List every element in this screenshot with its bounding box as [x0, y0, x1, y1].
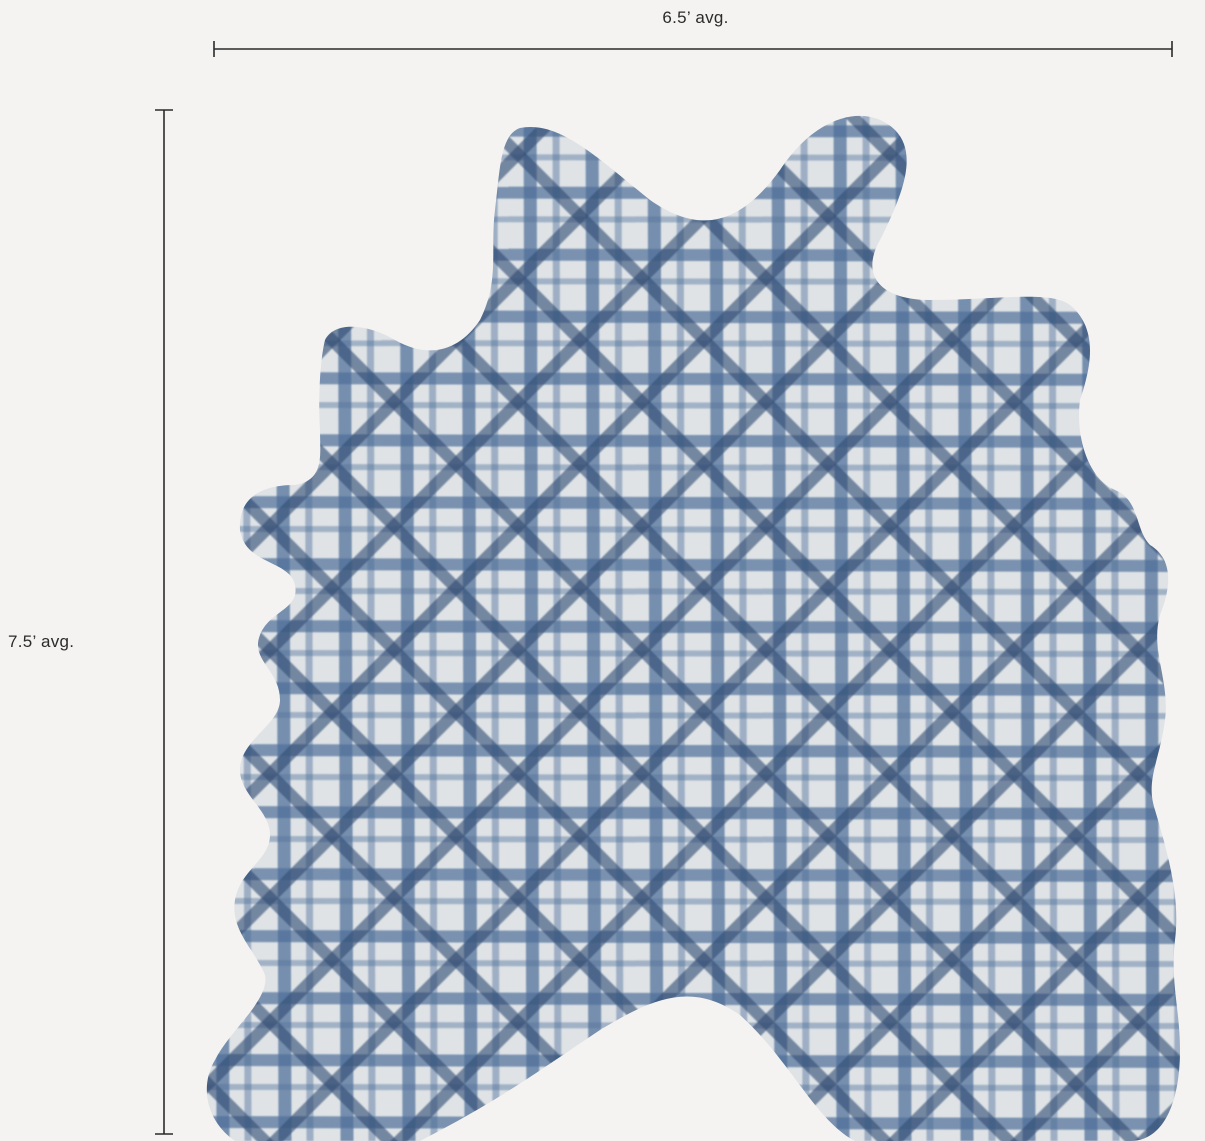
height-dimension-label: 7.5’ avg.: [8, 632, 75, 651]
width-dimension-label: 6.5’ avg.: [662, 8, 729, 27]
